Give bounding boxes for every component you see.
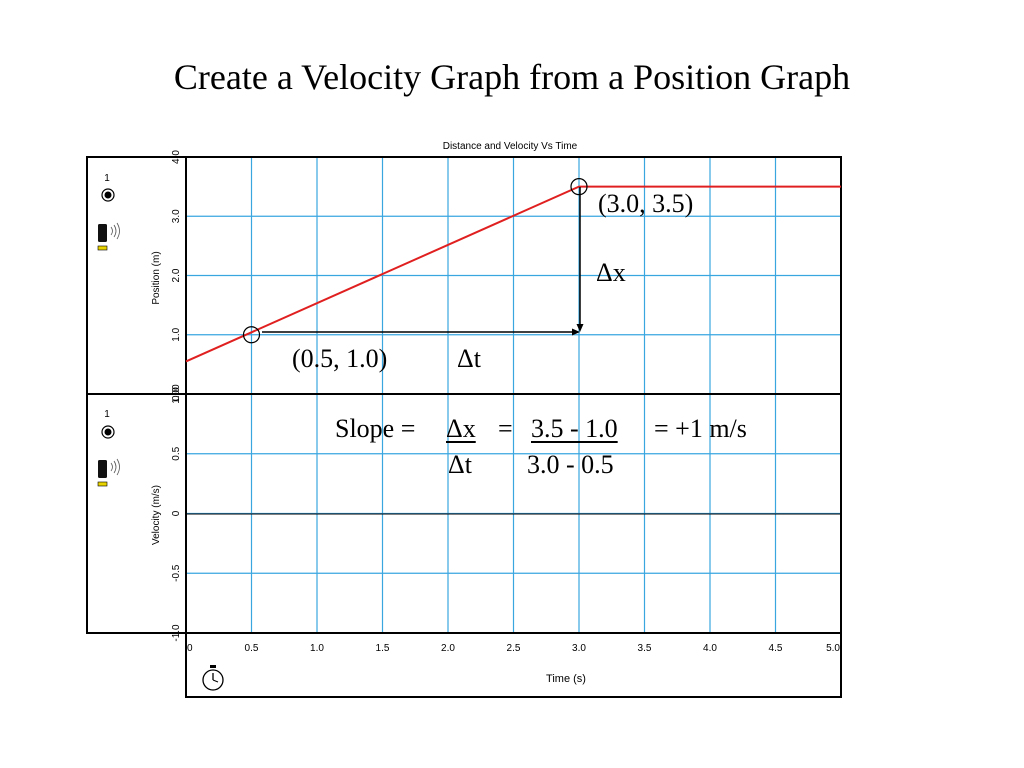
x-tick-label: 1.0 [310, 643, 324, 654]
x-tick-label: 0.5 [245, 643, 259, 654]
velocity-y-tick-label: 1.00 [171, 384, 182, 404]
sensor-radio-icon [101, 425, 115, 439]
velocity-y-tick-label: 0.5 [171, 446, 182, 460]
position-sensor-number: 1 [104, 173, 110, 184]
position-y-tick-label: 4.0 [171, 150, 182, 164]
x-tick-label: 2.5 [507, 643, 521, 654]
sensor-radio-icon [101, 188, 115, 202]
motion-detector-icon [97, 458, 120, 487]
position-y-tick-label: 1.0 [171, 327, 182, 341]
x-tick-label: 3.5 [638, 643, 652, 654]
velocity-y-tick-label: -0.5 [171, 564, 182, 582]
velocity-y-axis-label: Velocity (m/s) [151, 485, 162, 545]
slope-denominator: 3.0 - 0.5 [527, 450, 614, 479]
x-tick-label: 1.5 [376, 643, 390, 654]
position-y-axis-label: Position (m) [151, 251, 162, 304]
x-tick-label: 3.0 [572, 643, 586, 654]
x-tick-label: 0 [187, 643, 193, 654]
motion-detector-icon [97, 222, 120, 251]
position-y-tick-label: 2.0 [171, 268, 182, 282]
slide-title: Create a Velocity Graph from a Position … [173, 57, 851, 97]
x-axis-frame [185, 633, 842, 698]
slope-label: Slope = [335, 414, 416, 443]
velocity-sensor-panel [86, 393, 187, 634]
velocity-y-tick-label: 0 [171, 510, 182, 516]
slope-result: = +1 m/s [654, 414, 747, 443]
delta-t-arrow [262, 328, 580, 336]
position-y-tick-label: 0.0 [171, 387, 182, 401]
data-point-marker [570, 178, 588, 196]
data-point-marker [242, 326, 261, 344]
x-tick-label: 2.0 [441, 643, 455, 654]
delta-x-arrow [576, 187, 584, 332]
graph-title: Distance and Velocity Vs Time [443, 141, 578, 152]
velocity-y-tick-label: -1.0 [171, 624, 182, 642]
velocity-sensor-number: 1 [104, 409, 110, 420]
slope-delta-x: Δx [446, 414, 476, 443]
slope-numerator: 3.5 - 1.0 [531, 414, 618, 443]
x-tick-label: 5.0 [826, 643, 840, 654]
position-y-tick-label: 3.0 [171, 209, 182, 223]
point-a-label: (0.5, 1.0) [292, 344, 388, 373]
slope-delta-t: Δt [448, 450, 472, 479]
position-series-line [185, 185, 841, 363]
delta-x-label: Δx [596, 258, 626, 287]
stopwatch-icon [202, 665, 224, 691]
x-axis-label: Time (s) [546, 673, 586, 685]
point-b-label: (3.0, 3.5) [598, 189, 694, 218]
x-tick-label: 4.0 [703, 643, 717, 654]
slope-equals: = [498, 414, 513, 443]
x-tick-label: 4.5 [769, 643, 783, 654]
delta-t-label: Δt [457, 344, 481, 373]
